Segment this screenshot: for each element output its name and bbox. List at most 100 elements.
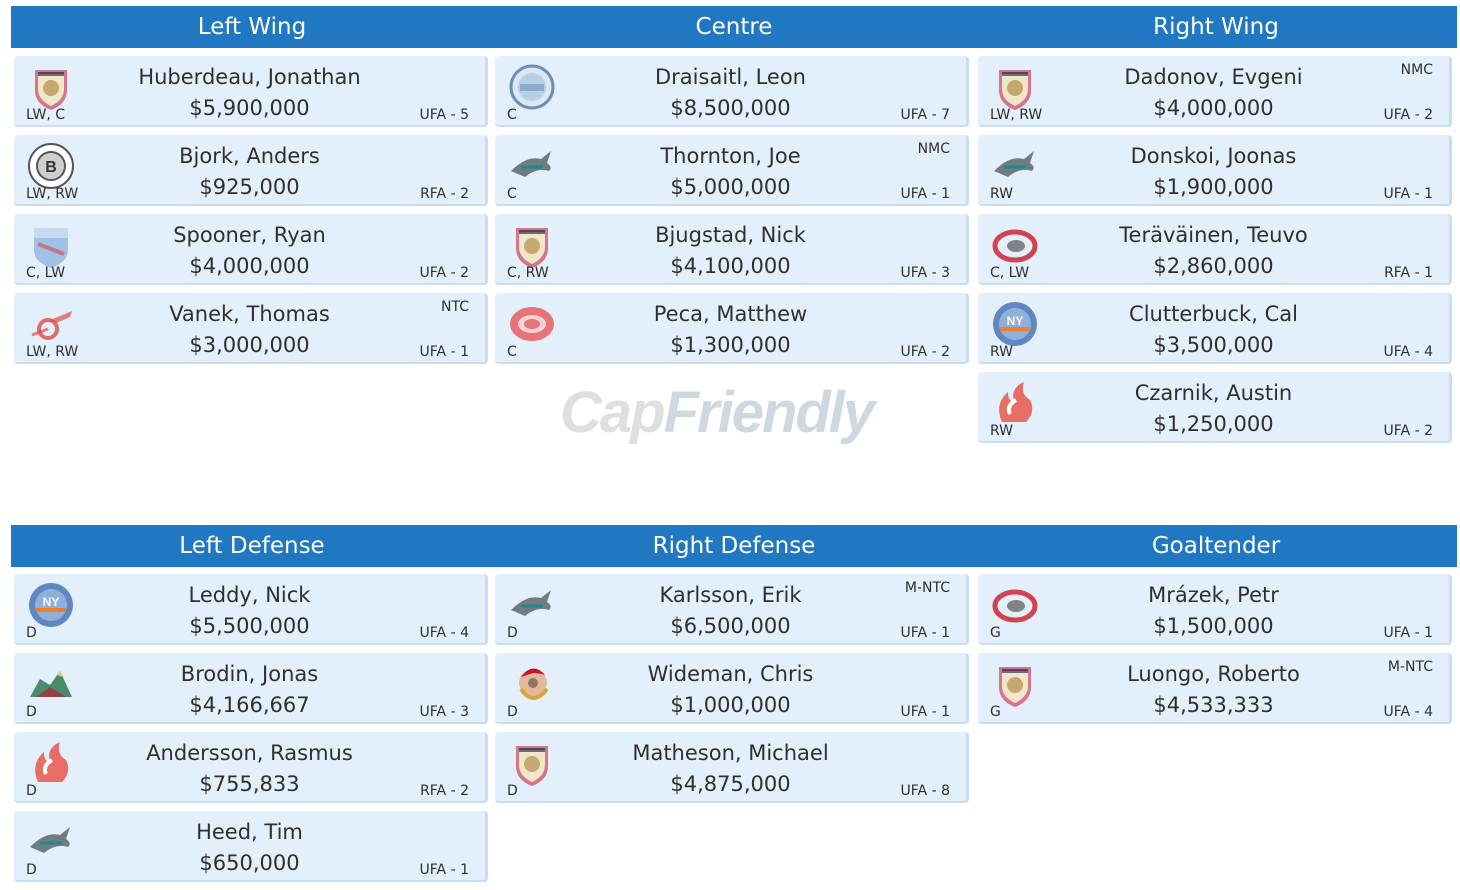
- player-name[interactable]: Teräväinen, Teuvo: [1119, 223, 1308, 247]
- player-card[interactable]: Draisaitl, Leon $8,500,000 C UFA - 7: [495, 56, 969, 127]
- player-card[interactable]: Bjugstad, Nick $4,100,000 C, RW UFA - 3: [495, 214, 969, 285]
- contract-expiry: UFA - 4: [1383, 704, 1433, 720]
- cap-hit: $5,000,000: [670, 175, 791, 199]
- player-card[interactable]: Vanek, Thomas $3,000,000 LW, RW UFA - 1 NTC: [14, 293, 488, 364]
- player-name[interactable]: Vanek, Thomas: [169, 302, 330, 326]
- player-name[interactable]: Matheson, Michael: [632, 741, 829, 765]
- contract-expiry: UFA - 4: [1383, 344, 1433, 360]
- player-name[interactable]: Huberdeau, Jonathan: [138, 65, 361, 89]
- defense-goalie-header-bar: Left Defense Right Defense Goaltender: [11, 525, 1457, 567]
- player-position: D: [26, 783, 37, 799]
- player-position: G: [990, 625, 1001, 641]
- player-name[interactable]: Karlsson, Erik: [659, 583, 802, 607]
- player-name[interactable]: Spooner, Ryan: [173, 223, 326, 247]
- player-card[interactable]: Thornton, Joe $5,000,000 C UFA - 1 NMC: [495, 135, 969, 206]
- svg-text:NY: NY: [43, 595, 60, 609]
- player-card[interactable]: Matheson, Michael $4,875,000 D UFA - 8: [495, 732, 969, 803]
- cap-hit: $4,000,000: [1153, 96, 1274, 120]
- contract-clause: NMC: [1400, 62, 1433, 78]
- panthers-logo-icon: [507, 220, 557, 270]
- player-position: G: [990, 704, 1001, 720]
- player-card[interactable]: Luongo, Roberto $4,533,333 G UFA - 4 M-NTC: [978, 653, 1452, 724]
- player-position: C, RW: [507, 265, 549, 281]
- cap-hit: $4,000,000: [189, 254, 310, 278]
- player-card[interactable]: Mrázek, Petr $1,500,000 G UFA - 1: [978, 574, 1452, 645]
- player-position: D: [26, 704, 37, 720]
- svg-text:B: B: [45, 159, 57, 176]
- contract-expiry: UFA - 1: [900, 186, 950, 202]
- contract-expiry: RFA - 1: [1384, 265, 1433, 281]
- sharks-logo-icon: [507, 141, 557, 191]
- player-card[interactable]: B Bjork, Anders $925,000 LW, RW RFA - 2: [14, 135, 488, 206]
- panthers-logo-icon: [507, 738, 557, 788]
- islanders-logo-icon: NY: [26, 580, 76, 630]
- player-position: RW: [990, 423, 1014, 439]
- player-position: C: [507, 186, 517, 202]
- cap-hit: $1,250,000: [1153, 412, 1274, 436]
- rangers-logo-icon: [26, 220, 76, 270]
- player-position: D: [26, 862, 37, 878]
- header-centre: Centre: [695, 14, 773, 40]
- player-name[interactable]: Andersson, Rasmus: [146, 741, 353, 765]
- player-card[interactable]: Wideman, Chris $1,000,000 D UFA - 1: [495, 653, 969, 724]
- right-wing-column: Dadonov, Evgeni $4,000,000 LW, RW UFA - 2 NM…: [978, 56, 1452, 451]
- player-card[interactable]: Karlsson, Erik $6,500,000 D UFA - 1 M-NTC: [495, 574, 969, 645]
- contract-expiry: UFA - 3: [900, 265, 950, 281]
- player-position: C: [507, 107, 517, 123]
- oilers-logo-icon: [507, 62, 557, 112]
- islanders-logo-icon: NY: [990, 299, 1040, 349]
- contract-expiry: UFA - 1: [1383, 625, 1433, 641]
- player-position: C, LW: [990, 265, 1030, 281]
- player-card[interactable]: Teräväinen, Teuvo $2,860,000 C, LW RFA - 1: [978, 214, 1452, 285]
- cap-hit: $3,000,000: [189, 333, 310, 357]
- player-position: LW, RW: [26, 344, 79, 360]
- player-name[interactable]: Bjugstad, Nick: [655, 223, 806, 247]
- contract-expiry: UFA - 2: [1383, 423, 1433, 439]
- player-position: LW, RW: [26, 186, 79, 202]
- contract-expiry: UFA - 4: [419, 625, 469, 641]
- player-name[interactable]: Czarnik, Austin: [1134, 381, 1293, 405]
- player-card[interactable]: Spooner, Ryan $4,000,000 C, LW UFA - 2: [14, 214, 488, 285]
- contract-clause: M-NTC: [904, 580, 950, 596]
- player-card[interactable]: Czarnik, Austin $1,250,000 RW UFA - 2: [978, 372, 1452, 443]
- contract-expiry: UFA - 1: [419, 344, 469, 360]
- player-card[interactable]: Heed, Tim $650,000 D UFA - 1: [14, 811, 488, 882]
- player-name[interactable]: Mrázek, Petr: [1148, 583, 1279, 607]
- header-left-defense: Left Defense: [179, 533, 325, 559]
- player-card[interactable]: Dadonov, Evgeni $4,000,000 LW, RW UFA - 2 NM…: [978, 56, 1452, 127]
- player-card[interactable]: Peca, Matthew $1,300,000 C UFA - 2: [495, 293, 969, 364]
- cap-hit: $6,500,000: [670, 614, 791, 638]
- player-name[interactable]: Luongo, Roberto: [1127, 662, 1300, 686]
- player-card[interactable]: NY Leddy, Nick $5,500,000 D UFA - 4: [14, 574, 488, 645]
- player-name[interactable]: Draisaitl, Leon: [655, 65, 806, 89]
- player-card[interactable]: NY Clutterbuck, Cal $3,500,000 RW UFA - 4: [978, 293, 1452, 364]
- cap-hit: $5,900,000: [189, 96, 310, 120]
- player-name[interactable]: Donskoi, Joonas: [1130, 144, 1297, 168]
- player-name[interactable]: Dadonov, Evgeni: [1124, 65, 1303, 89]
- player-name[interactable]: Peca, Matthew: [653, 302, 808, 326]
- cap-hit: $1,300,000: [670, 333, 791, 357]
- player-card[interactable]: Brodin, Jonas $4,166,667 D UFA - 3: [14, 653, 488, 724]
- player-name[interactable]: Wideman, Chris: [647, 662, 814, 686]
- cap-hit: $2,860,000: [1153, 254, 1274, 278]
- cap-hit: $925,000: [199, 175, 300, 199]
- player-name[interactable]: Leddy, Nick: [188, 583, 311, 607]
- panthers-logo-icon: [26, 62, 76, 112]
- player-name[interactable]: Brodin, Jonas: [180, 662, 319, 686]
- player-name[interactable]: Thornton, Joe: [660, 144, 801, 168]
- player-name[interactable]: Heed, Tim: [196, 820, 303, 844]
- player-name[interactable]: Clutterbuck, Cal: [1129, 302, 1298, 326]
- player-card[interactable]: Donskoi, Joonas $1,900,000 RW UFA - 1: [978, 135, 1452, 206]
- player-position: C, LW: [26, 265, 66, 281]
- centre-column: Draisaitl, Leon $8,500,000 C UFA - 7 Thornto…: [495, 56, 969, 372]
- contract-expiry: UFA - 1: [900, 704, 950, 720]
- contract-expiry: UFA - 7: [900, 107, 950, 123]
- sharks-logo-icon: [26, 817, 76, 867]
- player-card[interactable]: Andersson, Rasmus $755,833 D RFA - 2: [14, 732, 488, 803]
- flames-logo-icon: [26, 738, 76, 788]
- header-right-defense: Right Defense: [652, 533, 816, 559]
- contract-clause: M-NTC: [1387, 659, 1433, 675]
- player-card[interactable]: Huberdeau, Jonathan $5,900,000 LW, C UFA - …: [14, 56, 488, 127]
- bruins-logo-icon: B: [26, 141, 76, 191]
- player-name[interactable]: Bjork, Anders: [179, 144, 320, 168]
